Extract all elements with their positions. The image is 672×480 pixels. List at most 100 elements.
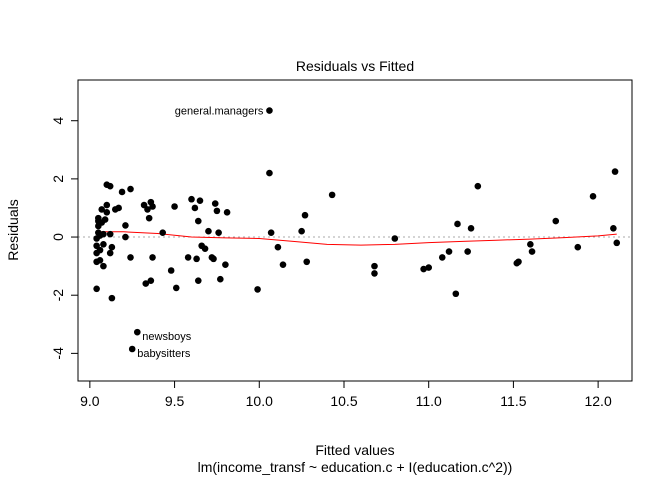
data-point bbox=[149, 254, 156, 261]
data-point bbox=[420, 265, 427, 273]
x-tick-label: 9.0 bbox=[80, 393, 100, 409]
smooth-fit-line bbox=[96, 231, 617, 246]
data-point bbox=[266, 107, 273, 114]
y-tick-label: 0 bbox=[50, 233, 66, 241]
data-point bbox=[171, 203, 178, 210]
data-point bbox=[474, 182, 482, 190]
outlier-labels: general.managers newsboys babysitters bbox=[137, 106, 264, 360]
data-point bbox=[100, 230, 107, 238]
data-point bbox=[613, 239, 621, 247]
data-point bbox=[159, 229, 167, 236]
data-point bbox=[371, 262, 378, 270]
data-point bbox=[196, 197, 204, 204]
data-point bbox=[96, 257, 104, 264]
x-tick-label: 9.5 bbox=[165, 393, 185, 409]
data-point bbox=[194, 217, 202, 225]
data-point bbox=[274, 243, 282, 251]
data-point bbox=[127, 185, 134, 193]
data-point bbox=[122, 233, 129, 241]
data-point bbox=[222, 261, 229, 268]
data-point bbox=[188, 195, 195, 203]
data-point bbox=[610, 225, 617, 232]
data-point bbox=[467, 225, 475, 232]
x-tick-label: 11.5 bbox=[500, 393, 526, 409]
x-tick-label: 10.0 bbox=[246, 393, 273, 409]
x-tick-label: 10.5 bbox=[330, 393, 357, 409]
data-point bbox=[205, 227, 212, 235]
data-point bbox=[96, 246, 104, 254]
x-axis-label: Fitted values bbox=[315, 442, 394, 458]
data-point bbox=[108, 294, 116, 302]
data-point bbox=[128, 345, 136, 353]
data-point bbox=[122, 222, 129, 229]
data-point bbox=[201, 245, 209, 252]
data-point bbox=[452, 290, 460, 298]
data-point bbox=[145, 214, 153, 222]
data-point bbox=[371, 270, 378, 277]
data-point bbox=[266, 169, 273, 177]
data-point bbox=[438, 254, 446, 261]
data-point bbox=[101, 216, 109, 223]
y-axis: -4 -2 0 2 4 bbox=[50, 117, 79, 360]
data-point bbox=[611, 168, 619, 175]
model-formula-subtitle: lm(income_transf ~ education.c + I(educa… bbox=[198, 459, 513, 475]
outlier-label: general.managers bbox=[175, 106, 264, 118]
data-point bbox=[454, 220, 461, 228]
x-tick-label: 12.0 bbox=[584, 393, 611, 409]
data-point bbox=[425, 264, 432, 271]
data-point bbox=[303, 258, 311, 266]
data-point bbox=[100, 262, 107, 270]
data-point bbox=[194, 277, 202, 284]
data-point bbox=[210, 255, 217, 263]
data-point bbox=[515, 258, 522, 266]
data-point bbox=[167, 267, 175, 274]
data-point bbox=[211, 200, 219, 207]
y-tick-label: -4 bbox=[50, 347, 66, 360]
y-axis-label: Residuals bbox=[5, 199, 21, 260]
data-point bbox=[279, 261, 287, 268]
data-point bbox=[142, 280, 150, 287]
data-point bbox=[103, 201, 111, 209]
data-point bbox=[552, 217, 560, 225]
data-point bbox=[445, 248, 453, 255]
y-tick-label: -2 bbox=[50, 289, 66, 302]
y-tick-label: 2 bbox=[50, 175, 66, 183]
data-point bbox=[527, 241, 534, 248]
data-point bbox=[464, 248, 471, 255]
data-point bbox=[127, 254, 134, 261]
data-point bbox=[118, 188, 126, 196]
data-point bbox=[193, 255, 200, 263]
data-point bbox=[298, 227, 305, 235]
data-point bbox=[106, 249, 114, 257]
data-point bbox=[574, 243, 582, 251]
x-axis: 9.0 9.5 10.0 10.5 11.0 11.5 12.0 bbox=[80, 380, 612, 409]
data-point bbox=[144, 206, 151, 213]
data-point bbox=[184, 254, 192, 261]
data-point bbox=[267, 229, 275, 236]
data-point bbox=[147, 277, 155, 284]
data-point bbox=[589, 193, 597, 200]
data-point bbox=[213, 207, 221, 215]
data-point bbox=[98, 206, 106, 213]
data-point bbox=[254, 286, 261, 293]
data-point bbox=[217, 275, 224, 283]
data-point bbox=[223, 209, 231, 216]
outlier-label: newsboys bbox=[142, 331, 191, 343]
data-point bbox=[108, 243, 116, 251]
data-point bbox=[106, 230, 114, 238]
data-point bbox=[103, 209, 111, 216]
data-point bbox=[528, 248, 536, 255]
chart-title: Residuals vs Fitted bbox=[296, 58, 414, 74]
data-point bbox=[106, 182, 114, 190]
data-point bbox=[301, 211, 309, 219]
y-tick-label: 4 bbox=[50, 117, 66, 125]
data-point bbox=[93, 285, 100, 293]
outlier-label: babysitters bbox=[137, 348, 191, 360]
x-tick-label: 11.0 bbox=[416, 393, 442, 409]
data-point bbox=[133, 328, 141, 336]
data-point bbox=[191, 204, 199, 212]
residual-points bbox=[93, 107, 621, 353]
data-point bbox=[215, 229, 222, 236]
data-point bbox=[100, 241, 107, 248]
